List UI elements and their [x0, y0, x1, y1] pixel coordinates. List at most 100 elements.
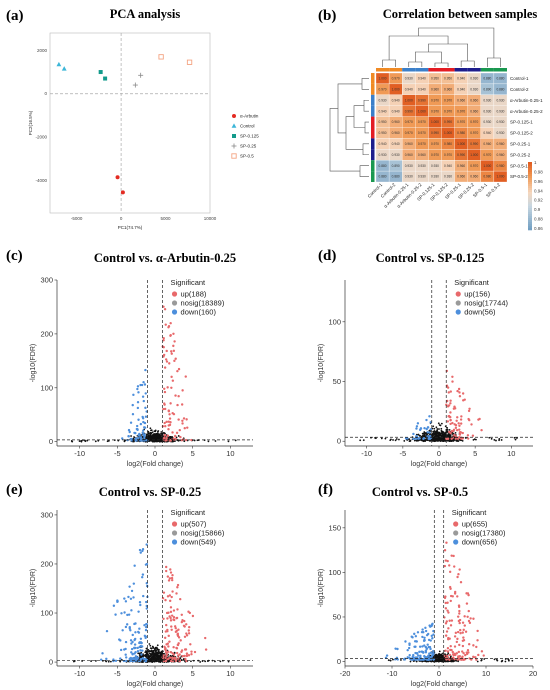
- pca-x-axis-label: PC1(74.7%): [118, 225, 143, 230]
- up-point: [164, 569, 168, 573]
- heatmap-cell-value: 1.000: [405, 98, 413, 102]
- nosig-point: [513, 436, 516, 439]
- heatmap-row-group-bar: [371, 116, 375, 128]
- nosig-point: [449, 656, 452, 658]
- heatmap-colorbar-segment: [528, 198, 532, 201]
- up-point: [448, 585, 452, 589]
- up-point: [451, 650, 455, 654]
- heatmap-cell-value: 0.960: [431, 87, 439, 91]
- heatmap-cell-value: 0.960: [483, 142, 491, 146]
- down-point: [127, 613, 131, 616]
- heatmap-cell-value: 0.970: [431, 109, 439, 113]
- nosig-point: [152, 435, 155, 438]
- down-point: [421, 645, 424, 648]
- heatmap-colorbar-segment: [528, 222, 532, 225]
- nosig-point: [137, 652, 140, 655]
- down-point: [141, 431, 144, 434]
- up-point: [166, 642, 170, 645]
- up-point: [445, 403, 448, 406]
- heatmap-colorbar-segment: [528, 190, 532, 193]
- nosig-point: [199, 661, 202, 663]
- up-point: [169, 606, 173, 609]
- heatmap-colorbar-segment: [528, 202, 532, 205]
- pca-point: [120, 190, 125, 195]
- heatmap-col-group-bar: [402, 68, 416, 72]
- up-point: [179, 639, 182, 642]
- x-tick-label: 10: [226, 669, 234, 678]
- up-point: [168, 438, 172, 442]
- pca-legend-label: SP-0.25: [240, 144, 257, 149]
- correlation-heatmap: 1.000 0.970 0.930 0.940 0.950 0.950 0.940 0.930…: [329, 27, 543, 231]
- up-point: [471, 434, 475, 437]
- heatmap-cell-value: 0.980: [444, 142, 452, 146]
- nosig-point: [190, 660, 192, 663]
- down-point: [415, 640, 418, 643]
- up-point: [167, 657, 170, 660]
- nosig-point: [369, 659, 372, 661]
- volcano-chart-f: -20 -10 0 10 20 0 50 100 150 log2(Fold change) -lo…: [318, 508, 537, 688]
- up-point: [474, 656, 477, 659]
- legend-marker: [171, 300, 178, 306]
- heatmap-cell-value: 0.930: [470, 77, 478, 81]
- up-point: [162, 353, 166, 357]
- nosig-point: [475, 438, 477, 441]
- nosig-point: [207, 440, 210, 443]
- down-point: [141, 395, 145, 398]
- nosig-point: [150, 650, 153, 653]
- up-point: [450, 554, 453, 557]
- x-tick-label: -5: [400, 449, 407, 458]
- down-point: [136, 650, 140, 653]
- nosig-point: [227, 440, 230, 443]
- heatmap-cell-value: 0.970: [457, 120, 465, 124]
- up-point: [470, 658, 473, 661]
- x-tick-label: 10: [507, 449, 515, 458]
- nosig-point: [153, 649, 155, 652]
- nosig-point: [437, 658, 440, 660]
- down-point: [137, 437, 140, 440]
- up-point: [453, 645, 457, 648]
- nosig-point: [150, 434, 152, 437]
- nosig-point: [227, 660, 230, 663]
- nosig-point: [150, 647, 153, 650]
- down-point: [404, 640, 407, 643]
- down-point: [394, 647, 397, 650]
- x-tick-label: 0: [437, 449, 441, 458]
- down-point: [429, 647, 432, 651]
- nosig-point: [127, 660, 130, 663]
- heatmap-col-group-bar: [441, 68, 455, 72]
- nosig-point: [495, 658, 498, 661]
- down-point: [427, 437, 430, 440]
- down-point: [407, 646, 411, 650]
- heatmap-cell-value: 0.930: [431, 164, 439, 168]
- down-point: [429, 421, 432, 424]
- up-point: [447, 611, 450, 614]
- down-point: [139, 659, 142, 662]
- heatmap-colorbar-tick: 0.96: [534, 179, 543, 184]
- down-point: [134, 631, 137, 634]
- nosig-point: [154, 659, 157, 662]
- nosig-point: [415, 439, 418, 442]
- up-point: [177, 394, 180, 398]
- nosig-point: [435, 426, 438, 429]
- nosig-point: [392, 439, 394, 441]
- up-point: [170, 595, 173, 599]
- up-point: [448, 637, 451, 640]
- up-point: [184, 375, 187, 378]
- up-point: [168, 599, 172, 603]
- nosig-point: [389, 439, 392, 442]
- heatmap-cell-value: 0.970: [418, 120, 426, 124]
- up-point: [455, 640, 459, 644]
- up-point: [445, 620, 448, 623]
- up-point: [163, 648, 167, 651]
- x-tick-label: 0: [437, 669, 441, 678]
- heatmap-cell-value: 0.940: [418, 77, 426, 81]
- heatmap-col-dendrogram-branch: [418, 27, 495, 58]
- up-point: [181, 655, 184, 658]
- legend-label: up(655): [462, 520, 488, 529]
- up-point: [466, 648, 470, 652]
- pca-legend-label: SP-0.125: [240, 134, 259, 139]
- nosig-point: [156, 648, 159, 651]
- up-point: [444, 634, 448, 637]
- panel-label-e: (e): [6, 482, 23, 498]
- up-point: [163, 403, 166, 406]
